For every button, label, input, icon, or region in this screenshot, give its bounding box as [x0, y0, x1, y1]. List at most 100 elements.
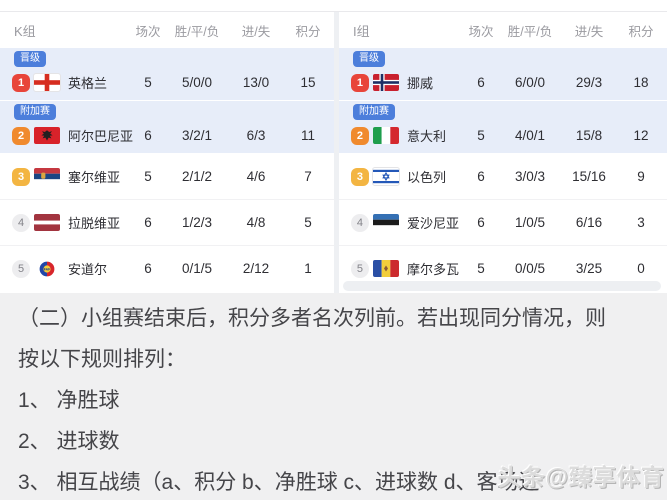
team-name: 阿尔巴尼亚 — [68, 129, 134, 144]
goals-value: 15/16 — [572, 169, 606, 184]
wdl-value: 0/1/5 — [181, 261, 213, 276]
england-flag — [33, 73, 61, 92]
points-value: 9 — [637, 169, 645, 184]
rules-item-1: 1、 净胜球 — [18, 389, 120, 412]
italy-flag — [372, 127, 399, 145]
points-value: 15 — [300, 75, 316, 90]
points-value: 12 — [633, 128, 649, 143]
points-value: 5 — [304, 215, 312, 230]
table-header: K组 场次 胜/平/负 进/失 积分 — [0, 12, 334, 48]
team-name: 拉脱维亚 — [68, 216, 121, 231]
played-value: 6 — [477, 169, 485, 184]
wdl-value: 1/0/5 — [514, 215, 546, 230]
team-name: 塞尔维亚 — [68, 170, 121, 185]
goals-value: 13/0 — [242, 75, 270, 90]
goals-value: 15/8 — [575, 128, 603, 143]
panel-footer-strip — [342, 281, 661, 291]
goals-value: 3/25 — [575, 261, 603, 276]
rank-badge: 3 — [350, 167, 369, 186]
rank-badge: 2 — [350, 126, 369, 145]
table-row[interactable]: 5 摩尔多瓦 5 0/0/5 3/25 0 — [338, 245, 667, 291]
rank-badge: 1 — [350, 73, 369, 92]
top-divider — [0, 0, 667, 12]
team-name: 摩尔多瓦 — [406, 262, 459, 277]
rules-line-2: 按以下规则排列： — [18, 348, 186, 371]
played-value: 5 — [477, 128, 485, 143]
albania-flag — [34, 127, 60, 145]
table-row[interactable]: 晋级 1 英格兰 5 5/0/0 13/0 15 — [0, 48, 334, 100]
wdl-value: 4/0/1 — [514, 128, 546, 143]
table-gap-divider — [334, 12, 339, 293]
played-value: 5 — [144, 75, 152, 90]
points-value: 11 — [300, 128, 315, 143]
played-value: 5 — [144, 169, 152, 184]
israel-flag — [371, 167, 400, 186]
table-row[interactable]: 5 FAF 安道尔 6 0/1/5 2/12 1 — [0, 245, 334, 291]
wdl-value: 6/0/0 — [514, 75, 546, 90]
table-header: I组 场次 胜/平/负 进/失 积分 — [339, 12, 667, 48]
andorra-logo-text: FAF — [44, 267, 50, 271]
playoff-badge: 附加赛 — [352, 104, 395, 120]
rank-badge: 2 — [12, 126, 30, 145]
goals-value: 6/3 — [246, 128, 266, 143]
wdl-value: 5/0/0 — [181, 75, 213, 90]
estonia-flag — [372, 214, 399, 232]
played-value: 6 — [144, 215, 152, 230]
group-label: I组 — [352, 23, 370, 39]
rank-badge: 4 — [12, 213, 30, 232]
column-header-points: 积分 — [295, 24, 321, 39]
group-i-panel: I组 场次 胜/平/负 进/失 积分 晋级 1 挪威 6 6/0/0 29/3 … — [338, 12, 667, 293]
goals-value: 2/12 — [242, 261, 270, 276]
watermark: 头条@臻享体育 — [497, 464, 665, 490]
table-row[interactable]: 3 以色列 6 3/0/3 15/16 9 — [339, 154, 667, 199]
promotion-badge: 晋级 — [14, 51, 46, 67]
wdl-value: 0/0/5 — [514, 261, 546, 276]
table-row[interactable]: 晋级 1 挪威 6 6/0/0 29/3 18 — [338, 48, 667, 100]
table-row[interactable]: 附加赛 2 阿尔巴尼亚 6 3/2/1 6/3 11 — [0, 101, 334, 153]
points-value: 1 — [304, 261, 312, 276]
points-value: 18 — [633, 75, 649, 90]
playoff-badge: 附加赛 — [14, 104, 56, 120]
table-row[interactable]: 4 拉脱维亚 6 1/2/3 4/8 5 — [0, 199, 334, 245]
points-value: 7 — [304, 169, 312, 184]
wdl-value: 3/2/1 — [181, 128, 213, 143]
column-header-goals: 进/失 — [574, 24, 604, 39]
column-header-points: 积分 — [628, 24, 654, 39]
rank-badge: 5 — [350, 259, 369, 278]
team-name: 爱沙尼亚 — [406, 216, 459, 231]
rules-item-3: 3、 相互战绩（a、积分 b、净胜球 c、进球数 d、客场进 — [18, 471, 540, 494]
column-header-played: 场次 — [468, 24, 494, 39]
norway-flag — [372, 74, 399, 92]
rules-section: （二）小组赛结束后，积分多者名次列前。若出现同分情况，则 按以下规则排列： 1、… — [0, 293, 667, 500]
rank-badge: 3 — [12, 167, 30, 186]
rank-badge: 5 — [12, 259, 30, 278]
team-name: 以色列 — [406, 170, 446, 185]
latvia-flag — [34, 214, 60, 232]
points-value: 0 — [637, 261, 645, 276]
played-value: 6 — [477, 75, 485, 90]
andorra-logo: FAF — [34, 259, 60, 278]
column-header-played: 场次 — [135, 24, 161, 39]
rank-badge: 1 — [12, 73, 30, 92]
team-name: 英格兰 — [68, 76, 108, 91]
column-header-wdl: 胜/平/负 — [507, 24, 553, 39]
played-value: 6 — [144, 261, 152, 276]
team-name: 安道尔 — [68, 262, 108, 277]
team-name: 意大利 — [406, 129, 446, 144]
table-row[interactable]: 3 塞尔维亚 5 2/1/2 4/6 7 — [0, 154, 334, 199]
promotion-badge: 晋级 — [352, 51, 385, 67]
table-row[interactable]: 4 爱沙尼亚 6 1/0/5 6/16 3 — [338, 199, 667, 245]
points-value: 3 — [637, 215, 645, 230]
group-k-panel: K组 场次 胜/平/负 进/失 积分 晋级 1 英格兰 5 5/0/0 13/0 — [0, 12, 334, 293]
rules-item-2: 2、 进球数 — [18, 430, 120, 453]
table-row[interactable]: 附加赛 2 意大利 5 4/0/1 15/8 12 — [338, 101, 667, 153]
serbia-flag — [34, 168, 60, 186]
rank-badge: 4 — [350, 213, 369, 232]
wdl-value: 3/0/3 — [514, 169, 546, 184]
played-value: 6 — [144, 128, 152, 143]
group-label: K组 — [14, 23, 36, 39]
wdl-value: 1/2/3 — [181, 215, 213, 230]
goals-value: 4/6 — [246, 169, 266, 184]
standings-tables: K组 场次 胜/平/负 进/失 积分 晋级 1 英格兰 5 5/0/0 13/0 — [0, 12, 667, 293]
